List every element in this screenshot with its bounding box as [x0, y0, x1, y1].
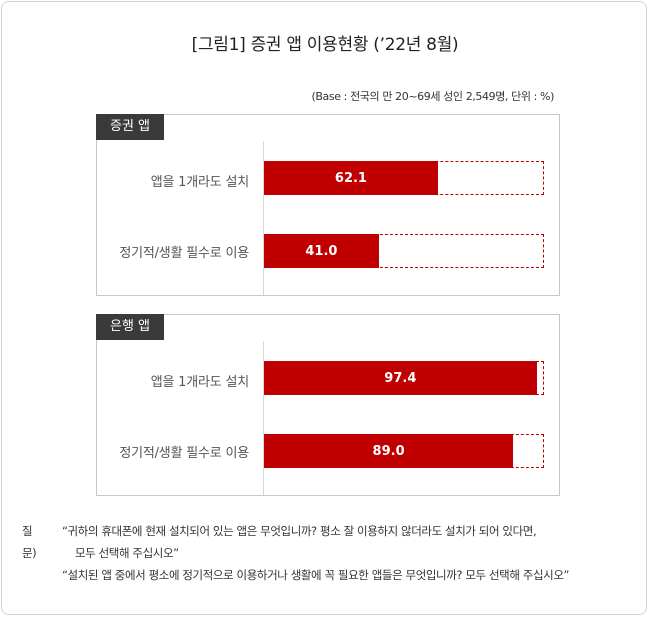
bar: 97.4	[264, 361, 537, 395]
data-label: 89.0	[372, 443, 405, 459]
category-label: 앱을 1개라도 설치	[150, 375, 249, 390]
base-note: (Base : 전국의 만 20~69세 성인 2,549명, 단위 : %)	[311, 90, 555, 103]
bar: 89.0	[264, 434, 514, 468]
category-label: 앱을 1개라도 설치	[150, 175, 249, 190]
bar-track: 89.0	[264, 434, 544, 468]
bar: 41.0	[264, 234, 379, 268]
bar-track: 41.0	[264, 234, 544, 268]
data-label: 97.4	[384, 370, 417, 386]
question-2: “설치된 앱 중에서 평소에 정기적으로 이용하거나 생활에 꼭 필요한 앱들은…	[62, 568, 570, 582]
panel-securities-app: 증권 앱 앱을 1개라도 설치 62.1 정기적/생활 필수로 이용 41.0	[96, 114, 560, 296]
bar-track: 62.1	[264, 161, 544, 195]
category-label: 정기적/생활 필수로 이용	[119, 446, 249, 461]
question-1-line-2: 모두 선택해 주십시오”	[75, 546, 179, 560]
bar: 62.1	[264, 161, 438, 195]
panel-bank-app: 은행 앱 앱을 1개라도 설치 97.4 정기적/생활 필수로 이용 89.0	[96, 314, 560, 496]
data-label: 41.0	[305, 243, 338, 259]
panel-tab-label: 은행 앱	[96, 314, 165, 340]
question-1-line-1: “귀하의 휴대폰에 현재 설치되어 있는 앱은 무엇입니까? 평소 잘 이용하지…	[62, 524, 537, 538]
notes-prefix: 질문)	[22, 524, 37, 560]
bar-track: 97.4	[264, 361, 544, 395]
data-label: 62.1	[334, 170, 367, 186]
figure-title: [그림1] 증권 앱 이용현황 (’22년 8월)	[191, 35, 459, 55]
panel-tab-label: 증권 앱	[96, 114, 165, 140]
axis-line	[263, 341, 264, 495]
category-label: 정기적/생활 필수로 이용	[119, 246, 249, 261]
axis-line	[263, 141, 264, 295]
